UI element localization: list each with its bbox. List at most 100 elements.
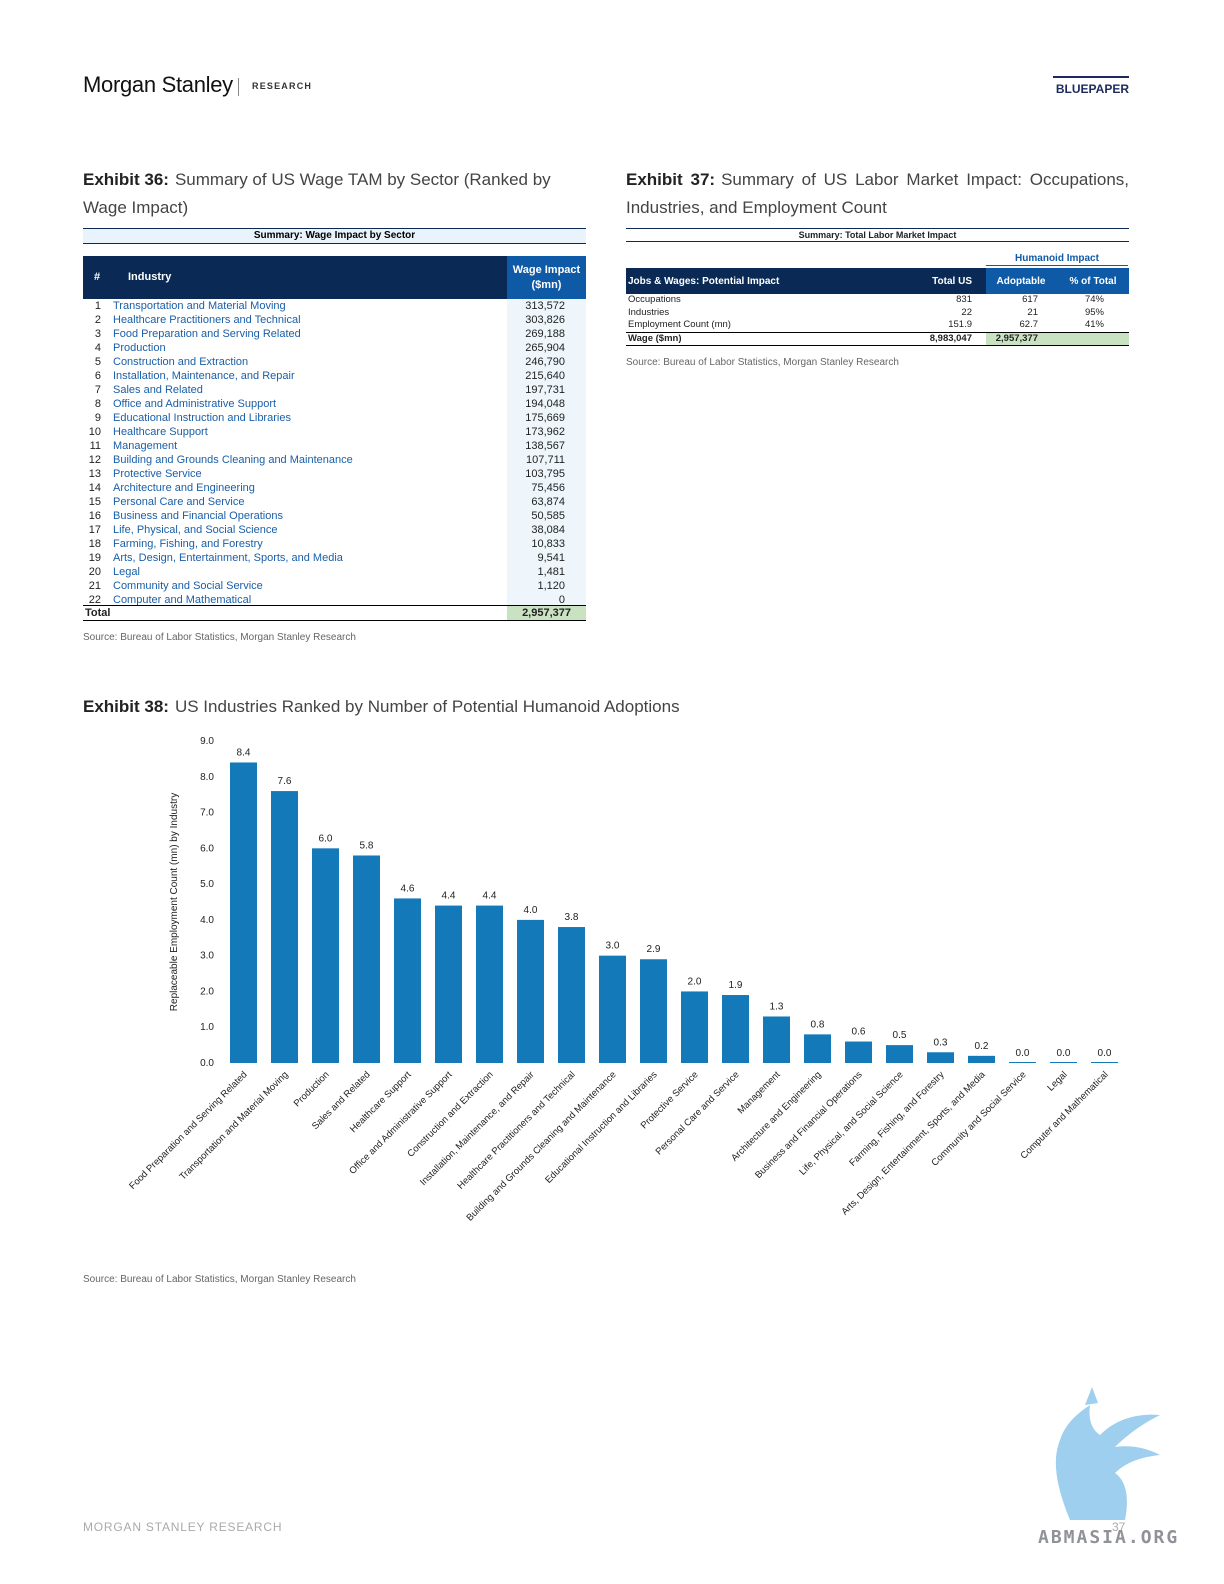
x-category-label: Production [292, 1069, 332, 1109]
wage-cell-bg [507, 411, 586, 425]
row-wage-value: 313,572 [525, 300, 565, 312]
row-industry: Computer and Mathematical [113, 594, 252, 606]
bar-value-label: 3.8 [565, 912, 579, 923]
total-value: 2,957,377 [522, 607, 571, 619]
row-rank: 15 [88, 496, 101, 508]
exhibit-37-label: Exhibit 37: [626, 170, 716, 189]
bar-value-label: 2.0 [688, 976, 702, 987]
row-wage-value: 1,120 [537, 580, 565, 592]
x-category-label: Construction and Extraction [405, 1069, 495, 1159]
row-wage-value: 173,962 [525, 426, 565, 438]
bar-value-label: 1.3 [770, 1001, 784, 1012]
row-rank: 9 [94, 412, 101, 424]
bar-value-label: 0.2 [975, 1041, 989, 1052]
exhibit-37-source: Source: Bureau of Labor Statistics, Morg… [626, 357, 899, 368]
wage-table-row: 9 Educational Instruction and Libraries 17… [83, 411, 586, 425]
y-tick-label: 2.0 [200, 986, 214, 997]
row-industry: Legal [113, 566, 140, 578]
page-number: 37 [1112, 1520, 1126, 1534]
bar [640, 959, 667, 1063]
row-rank: 3 [94, 328, 101, 340]
row-pct: 41% [1084, 319, 1104, 330]
row-total: 22 [961, 306, 972, 318]
bar-value-label: 1.9 [729, 980, 743, 991]
wage-cell-bg [507, 355, 586, 369]
wage-cell-bg [507, 383, 586, 397]
humanoid-adoption-bar-chart: Replaceable Employment Count (mn) by Ind… [127, 736, 1118, 1224]
labor-row-wage: Wage ($mn) 8,983,047 2,957,377 [626, 331, 1129, 346]
row-wage-value: 246,790 [525, 356, 565, 368]
row-wage-value: 269,188 [525, 328, 565, 340]
row-industry: Management [113, 440, 178, 452]
col-industry: Industry [128, 271, 172, 283]
row-wage-value: 103,795 [525, 468, 565, 480]
bar [722, 995, 749, 1063]
row-rank: 17 [88, 524, 101, 536]
wage-cell-bg [507, 509, 586, 523]
row-industry: Sales and Related [113, 384, 203, 396]
y-tick-label: 3.0 [200, 951, 214, 962]
bar [435, 905, 462, 1063]
wage-cell-bg [507, 467, 586, 481]
adoptable-header-bg [986, 268, 1129, 294]
morgan-stanley-logo: Morgan Stanley [83, 72, 233, 97]
row-industry: Business and Financial Operations [113, 510, 283, 522]
wage-table-row: 16 Business and Financial Operations 50,58… [83, 509, 586, 523]
row-wage-value: 175,669 [525, 412, 565, 424]
bar-value-label: 3.0 [606, 941, 620, 952]
wage-cell-bg [507, 481, 586, 495]
exhibit-38-source: Source: Bureau of Labor Statistics, Morg… [83, 1274, 356, 1285]
bar [1050, 1062, 1077, 1063]
bar-value-label: 0.0 [1098, 1048, 1112, 1059]
row-industry: Arts, Design, Entertainment, Sports, and… [113, 552, 343, 564]
y-tick-label: 8.0 [200, 772, 214, 783]
wage-table-row: 8 Office and Administrative Support 194,04… [83, 397, 586, 411]
bar [599, 955, 626, 1063]
y-tick-label: 7.0 [200, 808, 214, 819]
wage-table-banner: Summary: Wage Impact by Sector [83, 228, 586, 244]
wage-table-row: 21 Community and Social Service 1,120 [83, 579, 586, 593]
labor-table-header: Jobs & Wages: Potential Impact Total US … [626, 268, 1129, 294]
x-category-label: Computer and Mathematical [1018, 1069, 1110, 1161]
x-category-label: Building and Grounds Cleaning and Mainte… [464, 1069, 618, 1223]
row-rank: 13 [88, 468, 101, 480]
exhibit-38-label: Exhibit 38: [83, 697, 169, 716]
wage-cell-bg [507, 495, 586, 509]
row-industry: Construction and Extraction [113, 356, 249, 368]
row-wage-value: 138,567 [525, 440, 565, 452]
wage-table-total-row: Total 2,957,377 [83, 605, 586, 621]
row-rank: 11 [89, 440, 101, 452]
row-wage-value: 215,640 [525, 370, 565, 382]
bar [845, 1041, 872, 1063]
wage-cell-bg [507, 579, 586, 593]
wage-table-row: 5 Construction and Extraction 246,790 [83, 355, 586, 369]
row-industry: Protective Service [113, 468, 202, 480]
row-total: 831 [956, 294, 972, 305]
row-industry: Production [113, 342, 166, 354]
bar-value-label: 4.4 [483, 891, 497, 902]
row-rank: 1 [94, 300, 101, 312]
row-label: Employment Count (mn) [628, 319, 731, 330]
exhibit-36-label: Exhibit 36: [83, 170, 169, 189]
bar-value-label: 6.0 [319, 833, 333, 844]
row-adoptable: 2,957,377 [995, 332, 1038, 344]
exhibit-36-title: Exhibit 36: Summary of US Wage TAM by Sec… [83, 166, 588, 222]
wage-table-row: 14 Architecture and Engineering 75,456 [83, 481, 586, 495]
bar [1009, 1062, 1036, 1063]
row-adoptable: 21 [1027, 306, 1038, 318]
row-adoptable: 62.7 [1019, 319, 1039, 330]
row-industry: Community and Social Service [113, 580, 263, 592]
bar-value-label: 8.4 [237, 747, 251, 758]
wage-table-header: # Industry Wage Impact ($mn) [83, 256, 586, 299]
col-jobs-wages: Jobs & Wages: Potential Impact [628, 276, 780, 287]
labor-table-body: Occupations 831 617 74% Industries 22 21… [626, 294, 1129, 346]
row-wage-value: 38,084 [531, 524, 565, 536]
wage-cell-bg [507, 453, 586, 467]
row-rank: 8 [94, 398, 101, 410]
bar-value-label: 0.6 [852, 1027, 866, 1038]
header-separator [238, 78, 239, 96]
wage-highlight [986, 332, 1129, 345]
y-tick-label: 9.0 [200, 736, 214, 747]
x-category-label: Arts, Design, Entertainment, Sports, and… [839, 1069, 988, 1218]
wage-cell-bg [507, 551, 586, 565]
